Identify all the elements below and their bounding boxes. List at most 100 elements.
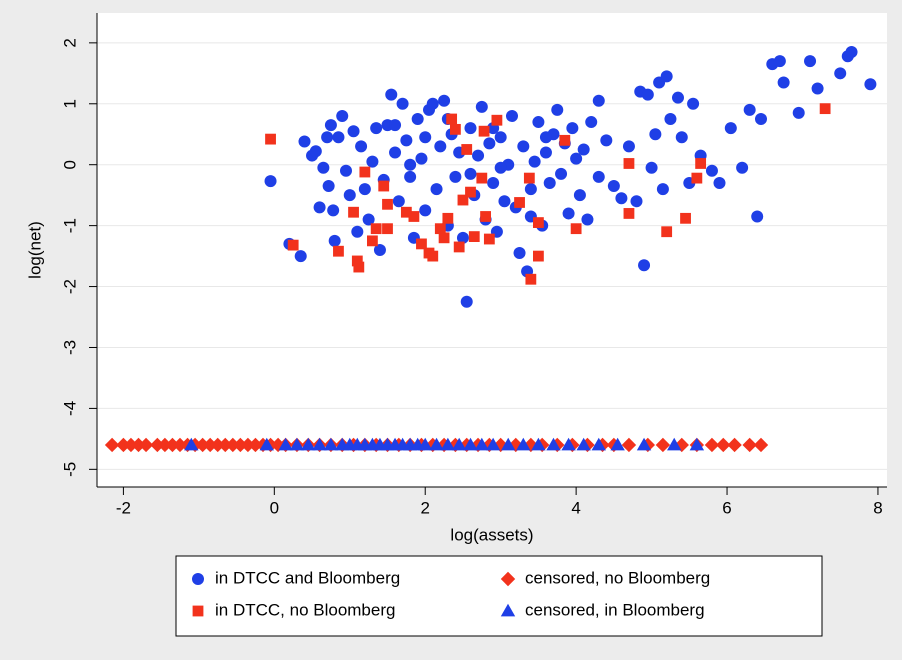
point: [416, 238, 427, 250]
point: [533, 217, 544, 228]
point: [157, 437, 173, 453]
point: [474, 437, 490, 451]
point: [453, 241, 465, 253]
point: [355, 140, 368, 153]
point: [322, 180, 335, 193]
point: [585, 116, 598, 129]
point: [675, 131, 688, 144]
point: [449, 170, 462, 183]
point: [630, 195, 643, 208]
point: [494, 161, 507, 174]
point: [539, 131, 552, 144]
point: [233, 437, 248, 453]
point: [240, 437, 256, 453]
point: [415, 152, 428, 165]
point: [804, 55, 817, 68]
point: [460, 295, 473, 308]
point: [362, 213, 375, 226]
point: [610, 437, 625, 451]
point: [339, 164, 352, 177]
point: [324, 119, 337, 132]
y-tick-label: 2: [60, 38, 79, 47]
point: [195, 437, 210, 453]
point: [543, 176, 556, 189]
point: [138, 437, 154, 453]
point: [353, 261, 365, 273]
point: [645, 161, 658, 174]
point: [389, 119, 402, 132]
point: [278, 437, 293, 451]
point: [546, 437, 561, 451]
point: [724, 122, 737, 135]
point: [451, 437, 467, 451]
y-axis-title: log(net): [25, 221, 44, 279]
point: [131, 437, 146, 453]
point: [716, 437, 731, 453]
point: [695, 158, 707, 169]
point: [396, 97, 409, 110]
point: [400, 206, 412, 218]
point: [751, 210, 764, 223]
point: [434, 223, 446, 235]
legend-marker: [500, 571, 516, 587]
y-tick-label: -2: [60, 279, 79, 294]
point: [210, 437, 225, 453]
point: [332, 131, 345, 144]
point: [834, 67, 847, 80]
point: [427, 250, 439, 262]
point: [385, 88, 398, 101]
point: [478, 125, 490, 137]
point: [501, 437, 516, 451]
point: [450, 123, 461, 135]
point: [264, 175, 277, 188]
point: [664, 113, 677, 126]
point: [411, 113, 424, 126]
legend-label: censored, no Bloomberg: [525, 568, 710, 587]
point: [382, 223, 393, 235]
point: [705, 164, 718, 177]
point: [418, 437, 433, 451]
point: [615, 192, 628, 205]
point: [359, 166, 371, 178]
point: [165, 437, 180, 453]
point: [298, 135, 311, 148]
point: [667, 437, 682, 451]
point: [475, 100, 488, 113]
point: [104, 437, 120, 453]
point: [607, 180, 620, 193]
point: [483, 233, 495, 245]
point: [348, 206, 359, 218]
legend-box: [175, 555, 823, 637]
y-tick-label: 1: [60, 99, 79, 108]
point: [419, 131, 432, 144]
point: [566, 122, 579, 135]
point: [225, 437, 241, 453]
point: [845, 45, 858, 58]
point: [430, 183, 443, 196]
point: [524, 183, 537, 196]
point: [483, 137, 496, 150]
point: [312, 437, 327, 451]
point: [713, 176, 726, 189]
y-tick-label: 0: [60, 160, 79, 169]
point: [404, 158, 417, 171]
point: [457, 194, 469, 206]
point: [464, 167, 477, 180]
point: [476, 172, 488, 184]
point: [621, 437, 637, 453]
point: [528, 155, 541, 168]
point: [591, 437, 606, 451]
point: [123, 437, 139, 453]
point: [623, 158, 635, 169]
y-tick-label: -1: [60, 218, 79, 233]
point: [570, 223, 582, 235]
point: [438, 94, 451, 107]
point: [623, 208, 635, 219]
point: [661, 226, 673, 238]
point: [309, 145, 322, 158]
point: [485, 437, 501, 451]
point: [172, 437, 188, 453]
point: [600, 134, 613, 147]
point: [660, 70, 673, 83]
point: [301, 437, 316, 451]
